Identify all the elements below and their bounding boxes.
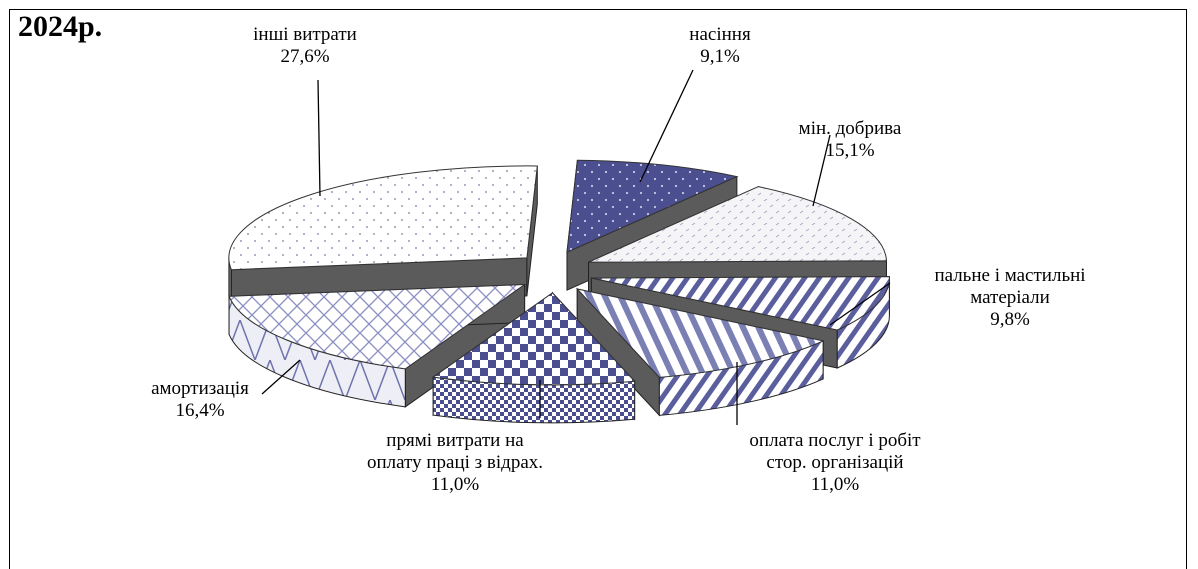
slice-label-4: прямі витрати на оплату праці з відрах. … xyxy=(366,430,544,495)
leader-line-2 xyxy=(829,282,891,326)
pie-slice-3 xyxy=(575,287,825,417)
slice-label-3: оплата послуг і робіт стор. організацій … xyxy=(749,430,921,495)
pie-slice-4 xyxy=(431,291,636,424)
slice-label-2: пальне і мастильні матеріали 9,8% xyxy=(934,265,1086,330)
chart-frame xyxy=(9,9,1187,569)
leader-line-0 xyxy=(639,69,694,183)
slice-label-6: інші витрати 27,6% xyxy=(253,24,357,67)
slice-label-0: насіння 9,1% xyxy=(689,24,751,67)
chart-title: 2024р. xyxy=(18,10,103,43)
leader-line-6 xyxy=(317,79,321,197)
leader-line-5 xyxy=(261,359,301,395)
slice-label-1: мін. добрива 15,1% xyxy=(798,118,902,161)
slice-label-5: амортизація 16,4% xyxy=(151,378,249,421)
leader-line-1 xyxy=(812,134,831,207)
